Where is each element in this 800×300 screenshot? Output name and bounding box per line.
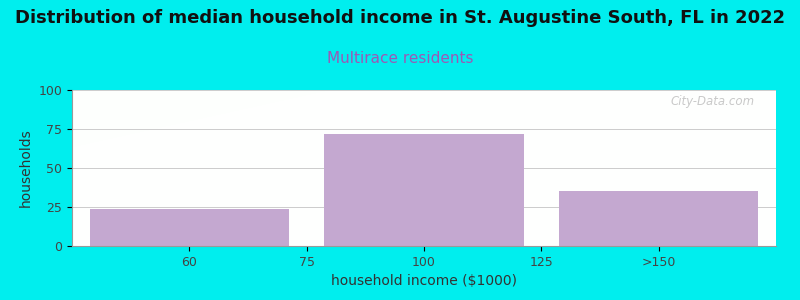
Text: Distribution of median household income in St. Augustine South, FL in 2022: Distribution of median household income …: [15, 9, 785, 27]
Bar: [324, 134, 524, 246]
Y-axis label: households: households: [19, 129, 33, 207]
Text: Multirace residents: Multirace residents: [326, 51, 474, 66]
X-axis label: household income ($1000): household income ($1000): [331, 274, 517, 288]
Bar: [90, 208, 289, 246]
Text: City-Data.com: City-Data.com: [670, 95, 755, 108]
Bar: [559, 191, 758, 246]
